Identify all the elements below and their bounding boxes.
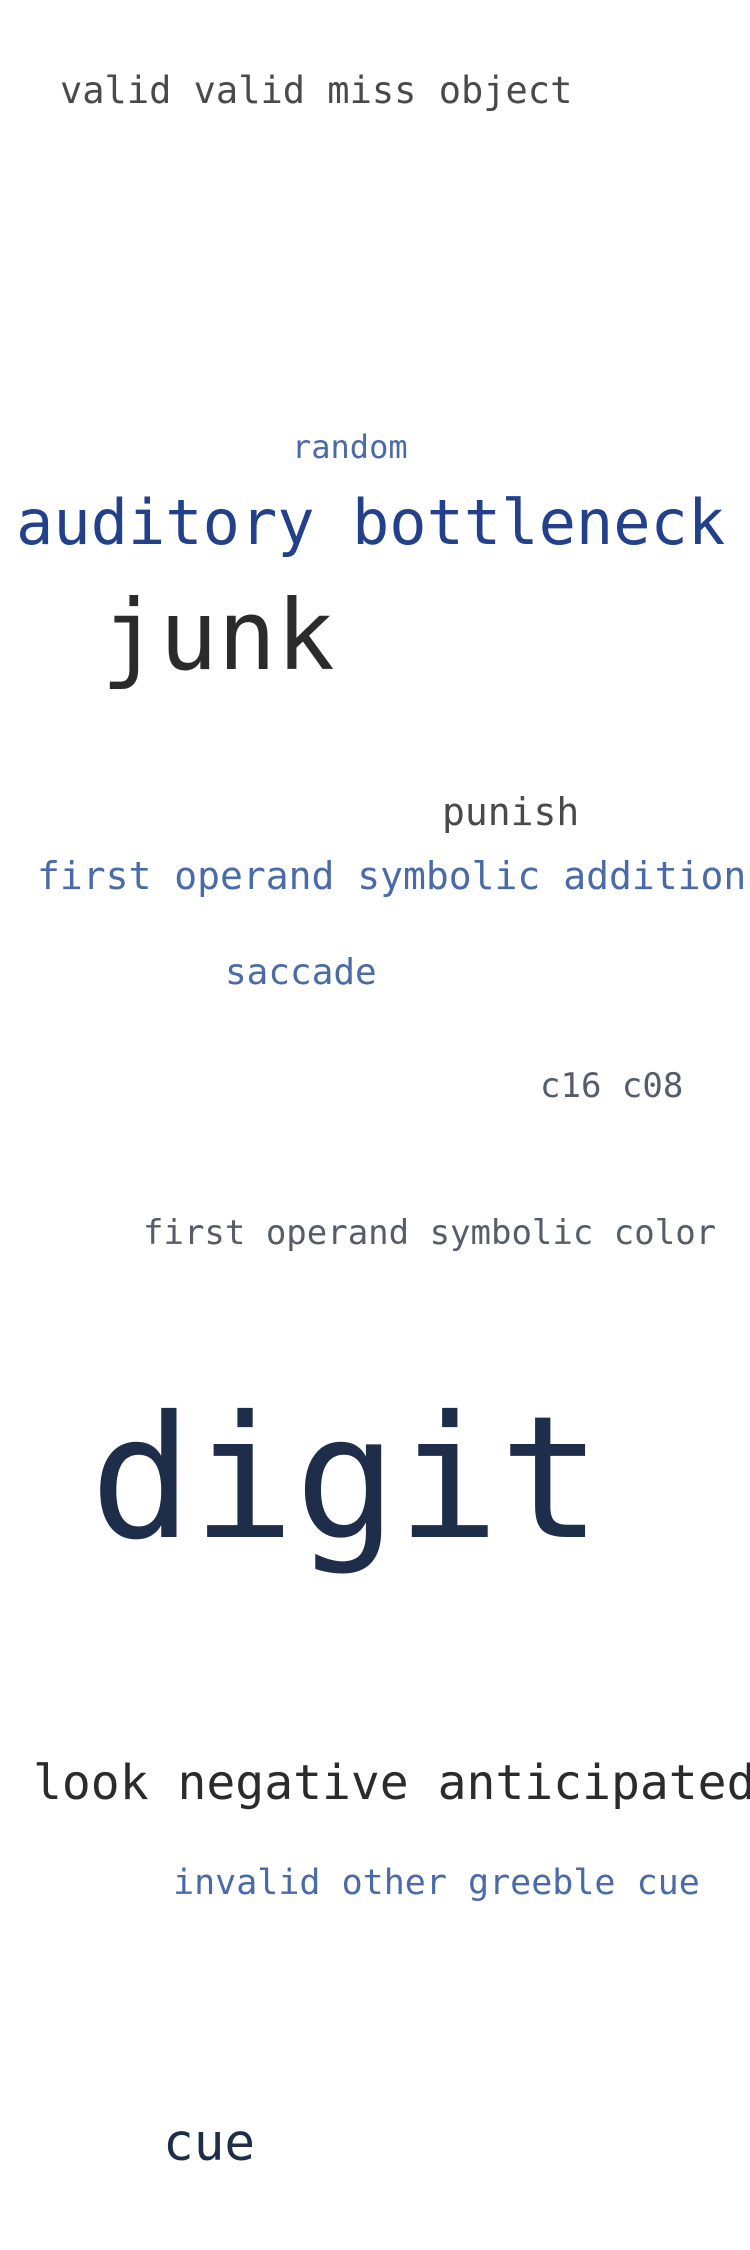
word-c16-c08: c16 c08: [540, 1066, 684, 1106]
word-valid-valid-miss-object: valid valid miss object: [60, 69, 573, 112]
word-auditory-bottleneck: auditory bottleneck: [16, 486, 726, 559]
word-punish: punish: [442, 790, 580, 834]
word-cue: cue: [163, 2114, 256, 2173]
word-first-operand-symbolic-color: first operand symbolic color: [143, 1213, 717, 1253]
word-saccade: saccade: [225, 952, 377, 993]
word-junk: junk: [101, 579, 335, 692]
word-first-operand-symbolic-addition: first operand symbolic addition: [37, 854, 747, 898]
word-random: random: [292, 428, 408, 466]
word-look-negative-anticipated: look negative anticipated: [33, 1755, 750, 1811]
word-digit: digit: [90, 1380, 602, 1578]
word-invalid-other-greeble-cue: invalid other greeble cue: [173, 1863, 700, 1903]
